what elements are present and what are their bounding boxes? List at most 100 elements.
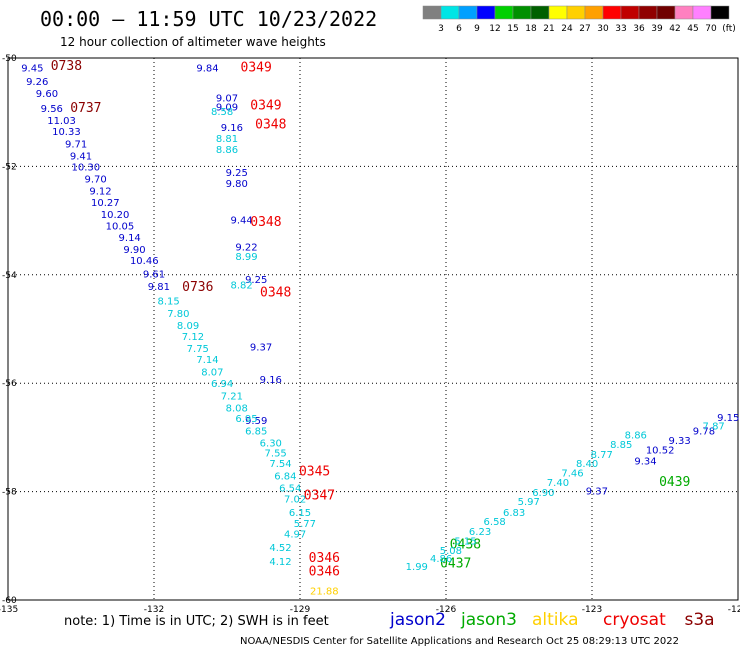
data-point-label: 6.58: [484, 517, 506, 528]
data-point-label: 10.27: [91, 198, 120, 209]
colorbar-swatch: [566, 5, 586, 20]
data-point-label: 9.70: [84, 175, 106, 186]
x-tick-labels: -135 -132 -129 -126 -123 -120: [0, 605, 740, 615]
data-point-label: 8.99: [235, 252, 257, 263]
colorbar-label: 24: [561, 24, 573, 34]
data-point-label: 6.94: [211, 379, 233, 390]
credit-text: NOAA/NESDIS Center for Satellite Applica…: [240, 636, 679, 647]
legend-jason2: jason2: [389, 610, 446, 630]
colorbar-swatch: [710, 5, 730, 20]
colorbar-swatch: [548, 5, 568, 20]
data-point-label: 9.71: [65, 139, 87, 150]
data-point-label: 4.12: [269, 557, 291, 568]
data-point-label: 9.15: [717, 413, 739, 424]
data-point-label: 0346: [309, 565, 340, 580]
y-tick-label: -52: [2, 162, 17, 172]
data-point-label: 7.55: [265, 448, 287, 459]
data-point-label: 6.23: [469, 527, 491, 538]
data-points: 9.459.269.609.5611.0310.339.719.4110.309…: [21, 59, 739, 598]
data-point-label: 9.44: [230, 215, 252, 226]
colorbar-label: 6: [456, 24, 462, 34]
colorbar-label: 12: [489, 24, 500, 34]
legend-jason3: jason3: [460, 610, 517, 630]
colorbar-swatch: [440, 5, 460, 20]
x-tick-label: -135: [0, 605, 18, 615]
data-point-label: 7.14: [196, 355, 218, 366]
y-tick-label: -58: [2, 488, 17, 498]
data-point-label: 9.25: [245, 275, 267, 286]
x-tick-label: -132: [144, 605, 164, 615]
colorbar-swatch: [512, 5, 532, 20]
colorbar-legend: 3 6 9 12 15 18 21 24 27 30 33 36 39 42 45 70 (ft): [422, 5, 736, 34]
data-point-label: 0736: [182, 280, 213, 295]
data-point-label: 6.95: [235, 414, 257, 425]
data-point-label: 8.86: [625, 430, 647, 441]
data-point-label: 10.30: [72, 163, 101, 174]
data-point-label: 9.26: [26, 77, 48, 88]
data-point-label: 6.85: [245, 427, 267, 438]
data-point-label: 11.03: [47, 116, 76, 127]
colorbar-label: (ft): [722, 24, 736, 34]
data-point-label: 7.54: [269, 459, 291, 470]
colorbar-swatch: [692, 5, 712, 20]
data-point-label: 9.61: [143, 270, 165, 281]
data-point-label: 7.80: [167, 309, 189, 320]
colorbar-label: 30: [597, 24, 609, 34]
data-point-label: 9.56: [41, 104, 63, 115]
data-point-label: 6.90: [532, 488, 554, 499]
data-point-label: 10.20: [101, 210, 130, 221]
colorbar-swatch: [620, 5, 640, 20]
data-point-label: 9.12: [89, 187, 111, 198]
data-point-label: 7.21: [221, 391, 243, 402]
data-point-label: 9.16: [221, 123, 243, 134]
grid-lines: [7, 57, 739, 601]
data-point-label: 8.07: [201, 368, 223, 379]
data-point-label: 8.09: [177, 321, 199, 332]
data-point-label: 7.40: [547, 478, 569, 489]
y-tick-label: -60: [2, 596, 17, 606]
data-point-label: 9.37: [586, 486, 608, 497]
data-point-label: 6.84: [274, 472, 296, 483]
data-point-label: 7.46: [561, 468, 583, 479]
data-point-label: 8.86: [216, 145, 238, 156]
data-point-label: 10.05: [106, 221, 135, 232]
data-point-label: 5.97: [518, 497, 540, 508]
chart-title: 00:00 – 11:59 UTC 10/23/2022: [40, 7, 377, 31]
data-point-label: 6.15: [289, 508, 311, 519]
colorbar-swatch: [494, 5, 514, 20]
x-tick-label: -129: [290, 605, 311, 615]
y-tick-label: -50: [2, 54, 17, 64]
colorbar-label: 70: [705, 24, 717, 34]
data-point-label: 9.33: [668, 436, 690, 447]
colorbar-label: 42: [669, 24, 680, 34]
data-point-label: 0346: [309, 551, 340, 566]
colorbar-swatch: [674, 5, 694, 20]
legend-cryosat: cryosat: [603, 610, 666, 630]
data-point-label: 8.08: [226, 403, 248, 414]
data-point-label: 6.83: [503, 508, 525, 519]
data-point-label: 5.77: [294, 519, 316, 530]
data-point-label: 9.09: [216, 103, 238, 114]
data-point-label: 9.16: [260, 375, 282, 386]
plot-area: [7, 57, 739, 601]
y-tick-labels: -50 -52 -54 -56 -58 -60: [2, 54, 17, 606]
data-point-label: 8.81: [216, 134, 238, 145]
colorbar-swatch: [584, 5, 604, 20]
data-point-label: 9.14: [119, 233, 141, 244]
data-point-label: 10.33: [52, 127, 81, 138]
colorbar-label: 15: [507, 24, 518, 34]
data-point-label: 4.86: [430, 554, 452, 565]
data-point-label: 9.59: [245, 416, 267, 427]
data-point-label: 9.45: [21, 64, 43, 75]
x-tick-label: -126: [436, 605, 457, 615]
data-point-label: 0349: [241, 61, 272, 76]
colorbar-swatch: [422, 5, 442, 20]
colorbar-label: 45: [687, 24, 698, 34]
data-point-label: 9.22: [235, 242, 257, 253]
data-point-label: 9.25: [226, 168, 248, 179]
data-point-label: 5.08: [440, 546, 462, 557]
data-point-label: 8.58: [211, 107, 233, 118]
data-point-label: 8.40: [576, 459, 598, 470]
data-point-label: 9.78: [693, 427, 715, 438]
colorbar-swatch: [602, 5, 622, 20]
